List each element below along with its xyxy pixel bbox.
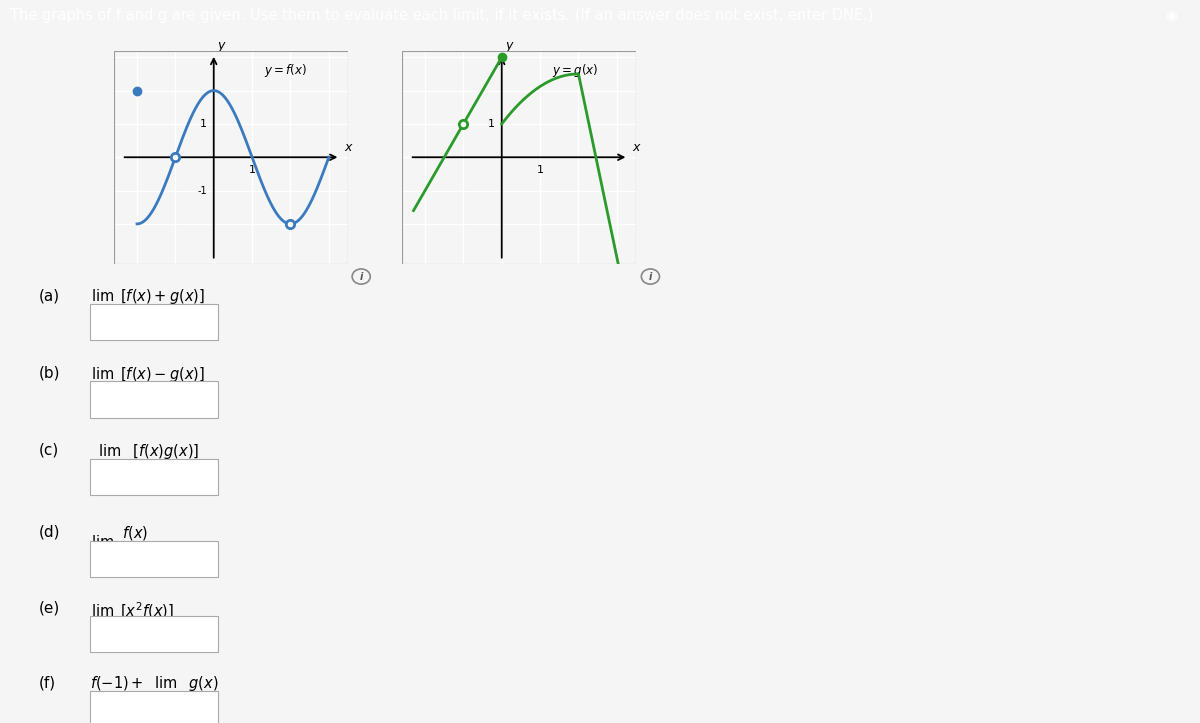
- Text: The graphs of f and g are given. Use them to evaluate each limit, if it exists. : The graphs of f and g are given. Use the…: [10, 8, 872, 22]
- Text: (e): (e): [38, 600, 60, 615]
- FancyBboxPatch shape: [90, 616, 218, 652]
- Text: x: x: [344, 141, 352, 154]
- Text: $\underset{x\to-1}{\lim}\ [f(x)g(x)]$: $\underset{x\to-1}{\lim}\ [f(x)g(x)]$: [90, 443, 199, 470]
- FancyBboxPatch shape: [90, 459, 218, 495]
- Text: 1: 1: [536, 165, 544, 174]
- Text: $\underset{x\to2}{\lim}\ [f(x) + g(x)]$: $\underset{x\to2}{\lim}\ [f(x) + g(x)]$: [90, 288, 204, 315]
- FancyBboxPatch shape: [90, 691, 218, 723]
- Text: 1: 1: [248, 165, 256, 174]
- Text: x: x: [632, 141, 640, 154]
- Text: i: i: [649, 273, 652, 283]
- Text: y: y: [217, 39, 224, 52]
- Text: y: y: [505, 39, 512, 52]
- Text: $\underset{x\to0}{\lim}\ [f(x) - g(x)]$: $\underset{x\to0}{\lim}\ [f(x) - g(x)]$: [90, 365, 204, 393]
- Text: $f(-1) + \underset{x\to-1}{\lim}\ g(x)$: $f(-1) + \underset{x\to-1}{\lim}\ g(x)$: [90, 675, 218, 702]
- Text: (d): (d): [38, 525, 60, 540]
- FancyBboxPatch shape: [90, 304, 218, 341]
- Text: ◉: ◉: [1165, 8, 1177, 22]
- Text: $\underset{x\to2}{\lim}\ [x^2f(x)]$: $\underset{x\to2}{\lim}\ [x^2f(x)]$: [90, 600, 174, 630]
- Text: (a): (a): [38, 288, 60, 303]
- Text: i: i: [360, 273, 362, 283]
- FancyBboxPatch shape: [90, 382, 218, 418]
- Text: (c): (c): [38, 443, 59, 458]
- Text: $y = f(x)$: $y = f(x)$: [264, 62, 306, 79]
- FancyBboxPatch shape: [90, 541, 218, 577]
- Text: -1: -1: [197, 186, 206, 196]
- Text: (f): (f): [38, 675, 56, 690]
- Text: 1: 1: [200, 119, 206, 129]
- Text: (b): (b): [38, 365, 60, 380]
- Text: $y = g(x)$: $y = g(x)$: [552, 62, 598, 79]
- Text: 1: 1: [488, 119, 494, 129]
- Text: $\underset{x\to3}{\lim}\ \dfrac{f(x)}{g(x)}$: $\underset{x\to3}{\lim}\ \dfrac{f(x)}{g(…: [90, 525, 151, 563]
